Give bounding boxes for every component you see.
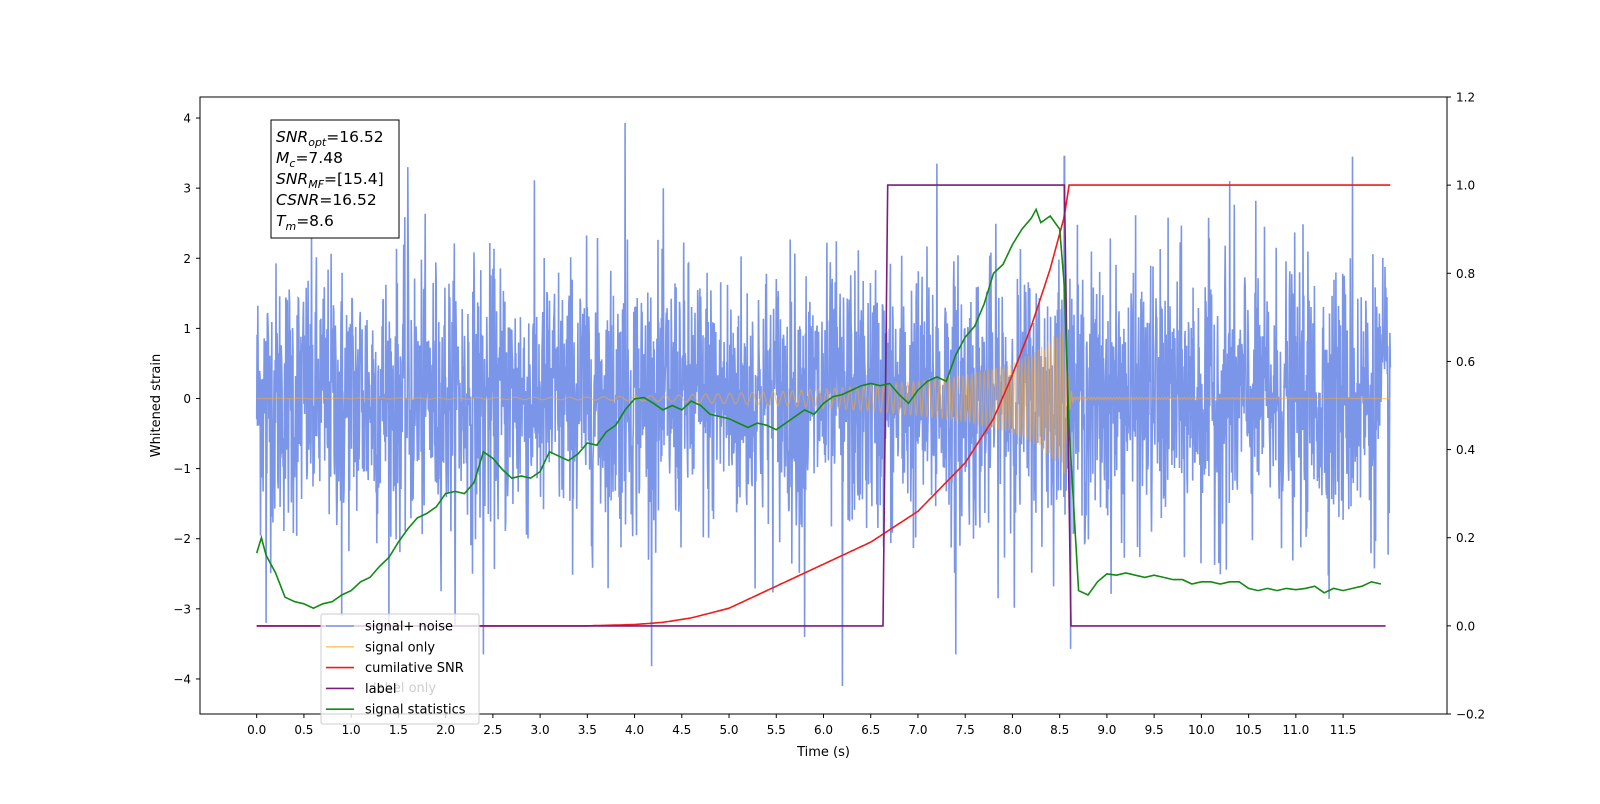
y-axis-label: Whitened strain (149, 354, 164, 457)
legend-label: signal statistics (365, 703, 466, 718)
y-tick-label: 0 (183, 392, 191, 406)
y-tick-label: 2 (183, 252, 191, 266)
y2-tick-label: 0.0 (1456, 619, 1475, 633)
stats-line: Mc=7.48 (276, 149, 343, 170)
legend-label: cumilative SNR (365, 661, 464, 676)
y2-tick-label: 1.2 (1456, 91, 1475, 105)
y-tick-label: 3 (183, 182, 191, 196)
x-tick-label: 7.5 (956, 723, 975, 737)
y-tick-label: −4 (173, 672, 191, 686)
x-tick-label: 10.0 (1188, 723, 1215, 737)
y2-tick-label: 1.0 (1456, 179, 1475, 193)
x-tick-label: 2.5 (483, 723, 502, 737)
y-tick-label: 4 (183, 112, 191, 126)
legend-label: label (365, 682, 396, 697)
x-tick-label: 6.5 (861, 723, 880, 737)
stats-line: CSNR=16.52 (276, 191, 377, 209)
y2-tick-label: 0.2 (1456, 531, 1475, 545)
series-label-line (256, 184, 1386, 627)
y-tick-label: −1 (173, 462, 191, 476)
x-tick-label: 9.5 (1145, 723, 1164, 737)
x-tick-label: 3.5 (578, 723, 597, 737)
y2-tick-label: 0.8 (1456, 267, 1475, 281)
x-tick-label: 5.5 (767, 723, 786, 737)
stats-line: SNRopt=16.52 (276, 128, 384, 149)
x-tick-label: 6.0 (814, 723, 833, 737)
x-tick-label: 10.5 (1235, 723, 1262, 737)
x-axis-label: Time (s) (796, 745, 850, 760)
series-signal-statistics-line (255, 207, 1382, 610)
x-tick-label: 1.0 (342, 723, 361, 737)
x-tick-label: 0.0 (247, 723, 266, 737)
x-tick-label: 2.0 (436, 723, 455, 737)
x-tick-label: 8.0 (1003, 723, 1022, 737)
x-tick-label: 4.0 (625, 723, 644, 737)
legend-label: signal+ noise (365, 620, 453, 635)
y-tick-label: −3 (173, 602, 191, 616)
legend-frame (320, 613, 480, 725)
x-tick-label: 4.5 (672, 723, 691, 737)
x-tick-label: 8.5 (1050, 723, 1069, 737)
stats-annotation-box: SNRopt=16.52Mc=7.48SNRMF=[15.4]CSNR=16.5… (270, 119, 400, 239)
stats-line: Tm=8.6 (276, 212, 334, 233)
stats-line: SNRMF=[15.4] (276, 170, 384, 191)
axes: 0.0 0.5 1.0 1.5 2.0 2.5 3.0 3.5 4.0 4.5 5.0 5.5 6.0 6… (149, 91, 1485, 761)
x-tick-label: 1.5 (389, 723, 408, 737)
x-tick-label: 11.5 (1330, 723, 1357, 737)
x-tick-label: 11.0 (1282, 723, 1309, 737)
series-signal-only-line (256, 326, 1391, 474)
x-tick-label: 3.0 (531, 723, 550, 737)
stats-box-frame (270, 119, 400, 239)
y2-tick-label: 0.6 (1456, 355, 1475, 369)
y2-tick-label: 0.4 (1456, 443, 1475, 457)
x-tick-label: 7.0 (908, 723, 927, 737)
x-tick-label: 5.0 (719, 723, 738, 737)
y-tick-label: −2 (173, 532, 191, 546)
y-tick-label: 1 (183, 322, 191, 336)
y2-tick-label: −0.2 (1456, 708, 1485, 722)
x-tick-label: 9.0 (1097, 723, 1116, 737)
legend-label: signal only (365, 640, 435, 655)
x-tick-label: 0.5 (294, 723, 313, 737)
